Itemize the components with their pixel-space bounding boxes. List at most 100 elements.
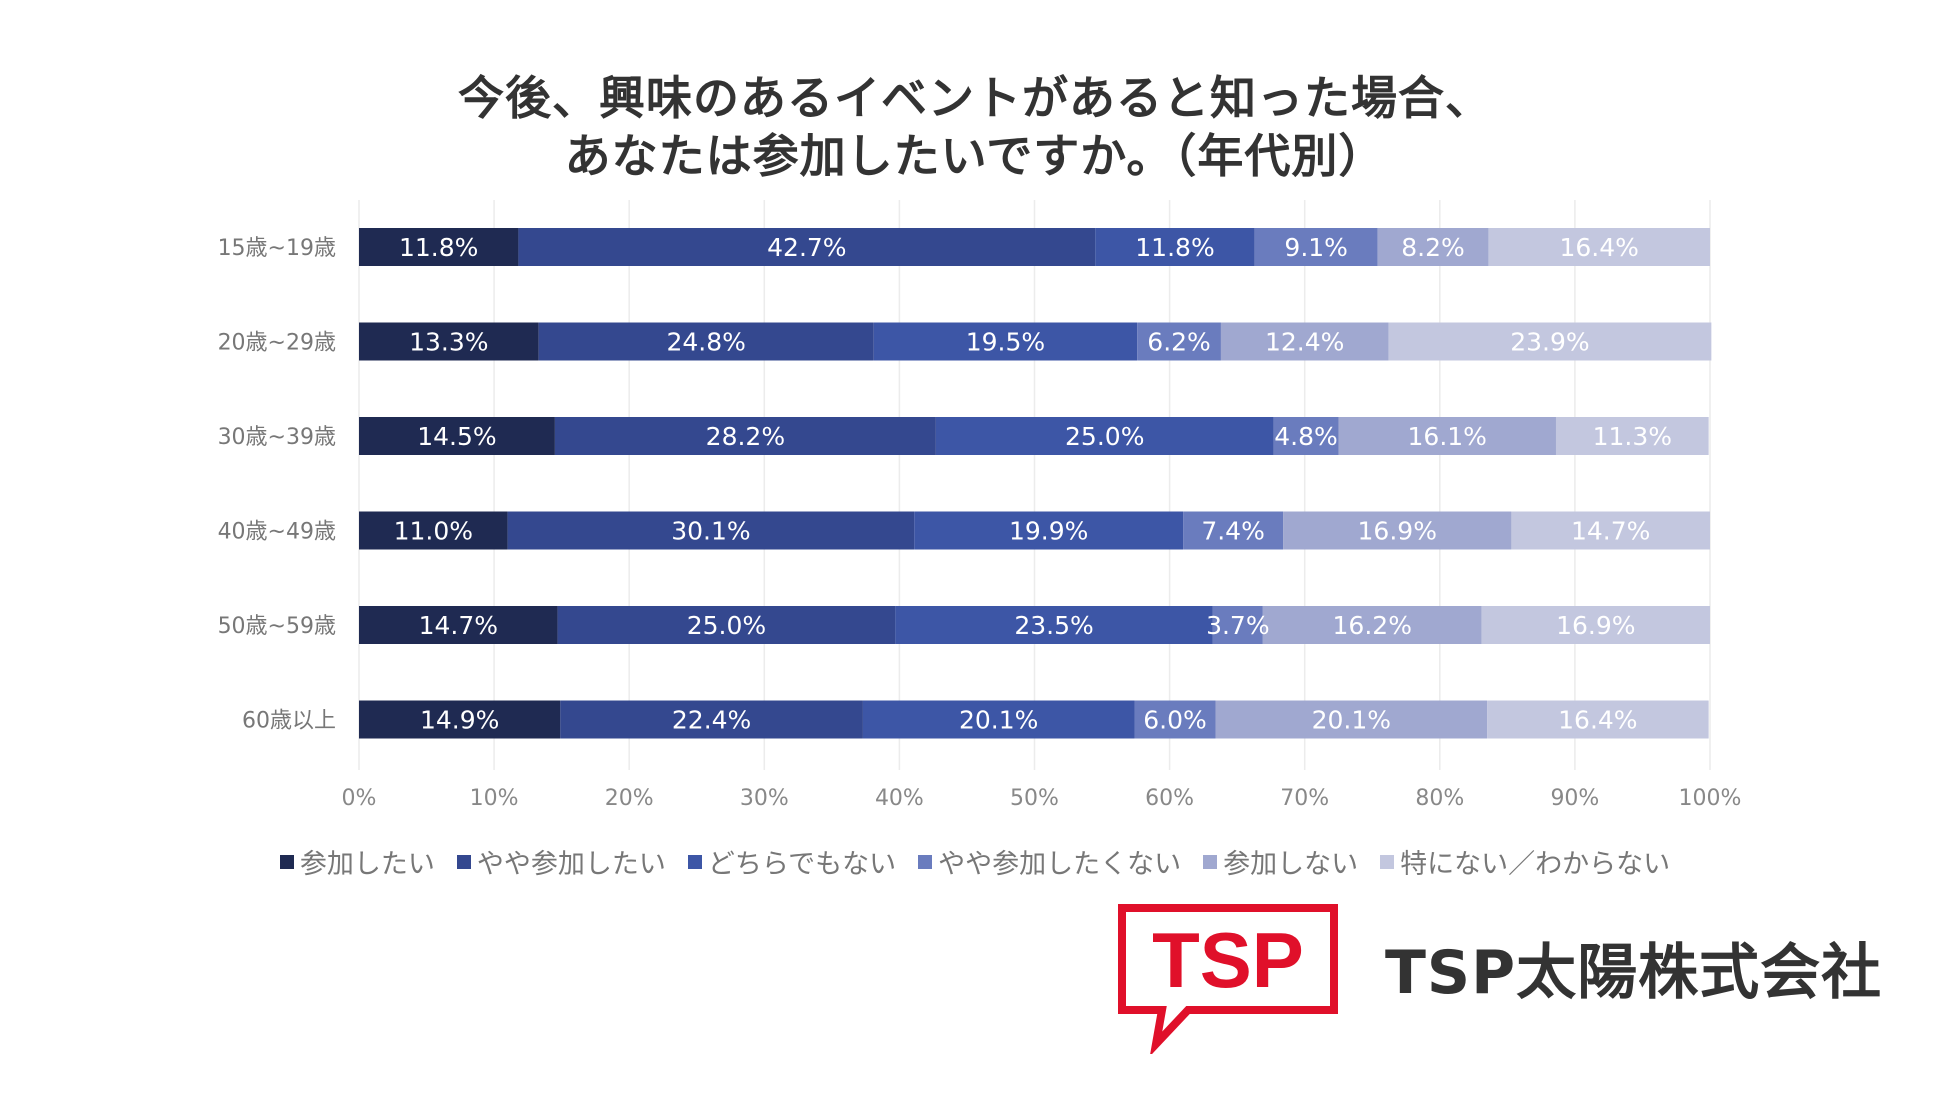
data-label: 14.9% (420, 706, 499, 735)
legend-swatch (918, 854, 933, 869)
data-label: 6.0% (1143, 706, 1207, 735)
bar-segment (935, 417, 1274, 455)
bar-segment (1487, 700, 1709, 739)
legend-label: やや参加したくない (938, 849, 1182, 880)
legend-swatch (456, 854, 471, 869)
legend-swatch (279, 854, 294, 869)
data-label: 11.3% (1593, 422, 1672, 451)
legend-label: 参加しない (1223, 849, 1359, 880)
bar-segment (359, 322, 539, 361)
bar-segment (1137, 322, 1221, 361)
x-tick-label: 0% (342, 786, 377, 811)
legend-label: やや参加したい (476, 849, 666, 880)
chart-legend: 参加したい やや参加したい どちらでもない やや参加したくない 参加しない 特にない／わか… (0, 842, 1950, 881)
company-name: TSP太陽株式会社 (1385, 938, 1883, 1008)
legend-item: 特にない／わからない (1380, 842, 1670, 881)
data-label: 12.4% (1265, 328, 1344, 357)
data-label: 13.3% (409, 328, 488, 357)
data-label: 11.0% (394, 517, 473, 546)
category-label: 20歳~29歳 (218, 331, 336, 356)
bar-segment (1212, 606, 1263, 644)
bar-segment (1254, 228, 1378, 266)
legend-label: 参加したい (299, 849, 435, 880)
bar-segment (1273, 417, 1339, 455)
bar-segment (554, 417, 936, 455)
data-label: 6.2% (1147, 328, 1211, 357)
bar-segment (1338, 417, 1556, 455)
data-label: 11.8% (399, 233, 478, 262)
bar-segment (359, 511, 508, 550)
legend-label: どちらでもない (707, 849, 897, 880)
data-label: 22.4% (672, 706, 751, 735)
data-label: 16.9% (1556, 611, 1635, 640)
legend-label: 特にない／わからない (1400, 849, 1671, 880)
category-label: 30歳~39歳 (218, 425, 336, 450)
legend-item: やや参加したい (456, 842, 666, 881)
data-label: 8.2% (1401, 233, 1465, 262)
bar-segment (1511, 511, 1710, 550)
bar-segment (359, 228, 519, 266)
data-label: 23.9% (1510, 328, 1589, 357)
data-label: 28.2% (706, 422, 785, 451)
data-label: 14.5% (417, 422, 496, 451)
bar-segment (359, 700, 561, 739)
bar-segment (1134, 700, 1216, 739)
data-label: 24.8% (666, 328, 745, 357)
x-tick-label: 50% (1010, 786, 1059, 811)
data-label: 14.7% (1571, 517, 1650, 546)
data-label: 30.1% (671, 517, 750, 546)
category-label: 60歳以上 (242, 709, 336, 734)
tsp-logo-mark: TSP (1118, 904, 1338, 1054)
data-label: 23.5% (1014, 611, 1093, 640)
bar-segment (1215, 700, 1488, 739)
legend-item: 参加したい (279, 842, 435, 881)
category-labels: 15歳~19歳 20歳~29歳 30歳~39歳 40歳~49歳 50歳~59歳 60歳以上 (218, 236, 336, 734)
x-tick-labels: 0% 10% 20% 30% 40% 50% 60% 70% 80% 90% 100% (342, 786, 1742, 811)
data-label: 20.1% (1312, 706, 1391, 735)
bar-segment (560, 700, 863, 739)
legend-swatch (1380, 854, 1395, 869)
gridlines (358, 200, 1711, 770)
data-label: 20.1% (959, 706, 1038, 735)
bar-segment (1388, 322, 1712, 361)
bar-segment (1262, 606, 1482, 644)
chart-title-line-2: あなたは参加したいですか。（年代別） (564, 129, 1386, 183)
bar-segment (1377, 228, 1489, 266)
legend-item: 参加しない (1203, 842, 1358, 881)
data-label: 16.1% (1408, 422, 1487, 451)
bar-segment (873, 322, 1138, 361)
bar-segment (1283, 511, 1512, 550)
x-tick-label: 100% (1679, 786, 1742, 811)
x-tick-label: 10% (470, 786, 519, 811)
data-label: 16.4% (1558, 706, 1637, 735)
data-label: 11.8% (1135, 233, 1214, 262)
data-label: 7.4% (1201, 517, 1265, 546)
bar-segment (538, 322, 874, 361)
category-label: 15歳~19歳 (218, 236, 336, 261)
x-tick-label: 80% (1415, 786, 1464, 811)
bar-segment (507, 511, 915, 550)
data-label: 19.9% (1009, 517, 1088, 546)
bar-segment (359, 606, 558, 644)
legend-item: やや参加したくない (918, 842, 1181, 881)
bars (359, 228, 1712, 739)
data-label: 25.0% (1065, 422, 1144, 451)
bar-segment (359, 417, 555, 455)
data-label: 9.1% (1284, 233, 1348, 262)
x-tick-label: 60% (1145, 786, 1194, 811)
data-label: 16.9% (1358, 517, 1437, 546)
bar-segment (862, 700, 1135, 739)
chart-title-line-1: 今後、興味のあるイベントがあると知った場合、 (458, 71, 1492, 125)
category-label: 50歳~59歳 (218, 614, 336, 639)
bar-segment (1555, 417, 1709, 455)
bar-segment (518, 228, 1096, 266)
legend-swatch (1203, 854, 1218, 869)
bar-segment (1488, 228, 1710, 266)
bar-segment (895, 606, 1213, 644)
legend-swatch (687, 854, 702, 869)
data-label: 16.2% (1333, 611, 1412, 640)
bar-segment (914, 511, 1184, 550)
legend-item: どちらでもない (687, 842, 897, 881)
bar-segment (1095, 228, 1255, 266)
